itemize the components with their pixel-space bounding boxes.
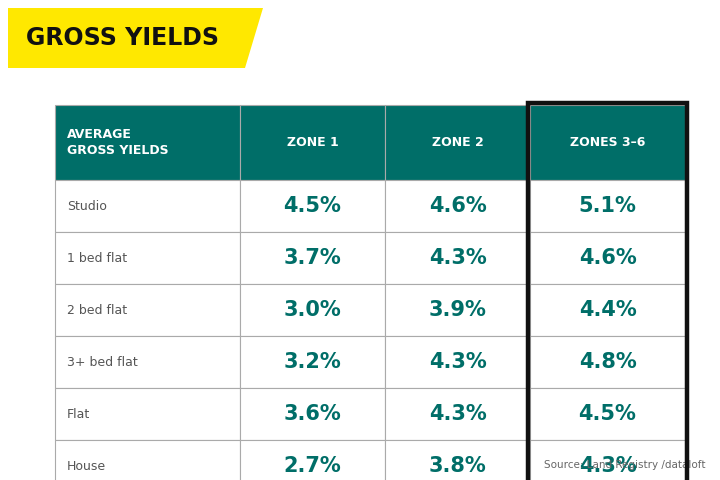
- Text: 4.6%: 4.6%: [579, 248, 636, 268]
- Text: 2 bed flat: 2 bed flat: [67, 303, 127, 316]
- Bar: [385, 388, 530, 440]
- Bar: [530, 284, 685, 336]
- Bar: [55, 180, 240, 232]
- Bar: [240, 336, 385, 388]
- Text: ZONE 1: ZONE 1: [287, 136, 338, 149]
- Bar: [240, 180, 385, 232]
- Bar: [530, 336, 685, 388]
- Text: 3.2%: 3.2%: [284, 352, 341, 372]
- Bar: [240, 440, 385, 480]
- Text: Flat: Flat: [67, 408, 90, 420]
- Text: 3.7%: 3.7%: [284, 248, 341, 268]
- Text: 1 bed flat: 1 bed flat: [67, 252, 127, 264]
- Bar: [385, 336, 530, 388]
- Bar: [55, 336, 240, 388]
- Bar: [55, 284, 240, 336]
- Bar: [385, 284, 530, 336]
- Text: 5.1%: 5.1%: [579, 196, 636, 216]
- Bar: [385, 232, 530, 284]
- Bar: [528, 103, 687, 480]
- Text: 3.0%: 3.0%: [284, 300, 341, 320]
- Text: 4.8%: 4.8%: [579, 352, 636, 372]
- Text: Source: Land Registry /dataloft: Source: Land Registry /dataloft: [544, 460, 705, 470]
- Polygon shape: [8, 8, 263, 68]
- Bar: [240, 232, 385, 284]
- Bar: [240, 388, 385, 440]
- Text: 3+ bed flat: 3+ bed flat: [67, 356, 138, 369]
- Text: ZONE 2: ZONE 2: [431, 136, 483, 149]
- Bar: [240, 105, 385, 180]
- Text: 4.3%: 4.3%: [428, 248, 487, 268]
- Bar: [385, 180, 530, 232]
- Text: 2.7%: 2.7%: [284, 456, 341, 476]
- Text: 4.6%: 4.6%: [428, 196, 487, 216]
- Bar: [55, 440, 240, 480]
- Text: 4.3%: 4.3%: [428, 404, 487, 424]
- Text: ZONES 3–6: ZONES 3–6: [570, 136, 645, 149]
- Text: 4.3%: 4.3%: [579, 456, 636, 476]
- Text: Studio: Studio: [67, 200, 107, 213]
- Text: 4.5%: 4.5%: [284, 196, 341, 216]
- Bar: [530, 388, 685, 440]
- Text: 3.9%: 3.9%: [428, 300, 487, 320]
- Bar: [530, 440, 685, 480]
- Bar: [530, 180, 685, 232]
- Text: GROSS YIELDS: GROSS YIELDS: [26, 26, 219, 50]
- Text: 3.6%: 3.6%: [284, 404, 341, 424]
- Text: 4.3%: 4.3%: [428, 352, 487, 372]
- Bar: [55, 388, 240, 440]
- Text: 4.4%: 4.4%: [579, 300, 636, 320]
- Text: 3.8%: 3.8%: [428, 456, 487, 476]
- Bar: [385, 105, 530, 180]
- Text: 4.5%: 4.5%: [579, 404, 636, 424]
- Bar: [240, 284, 385, 336]
- Text: AVERAGE
GROSS YIELDS: AVERAGE GROSS YIELDS: [67, 128, 168, 157]
- Bar: [55, 232, 240, 284]
- Bar: [385, 440, 530, 480]
- Bar: [530, 232, 685, 284]
- Text: House: House: [67, 459, 106, 472]
- Bar: [55, 105, 240, 180]
- Bar: [530, 105, 685, 180]
